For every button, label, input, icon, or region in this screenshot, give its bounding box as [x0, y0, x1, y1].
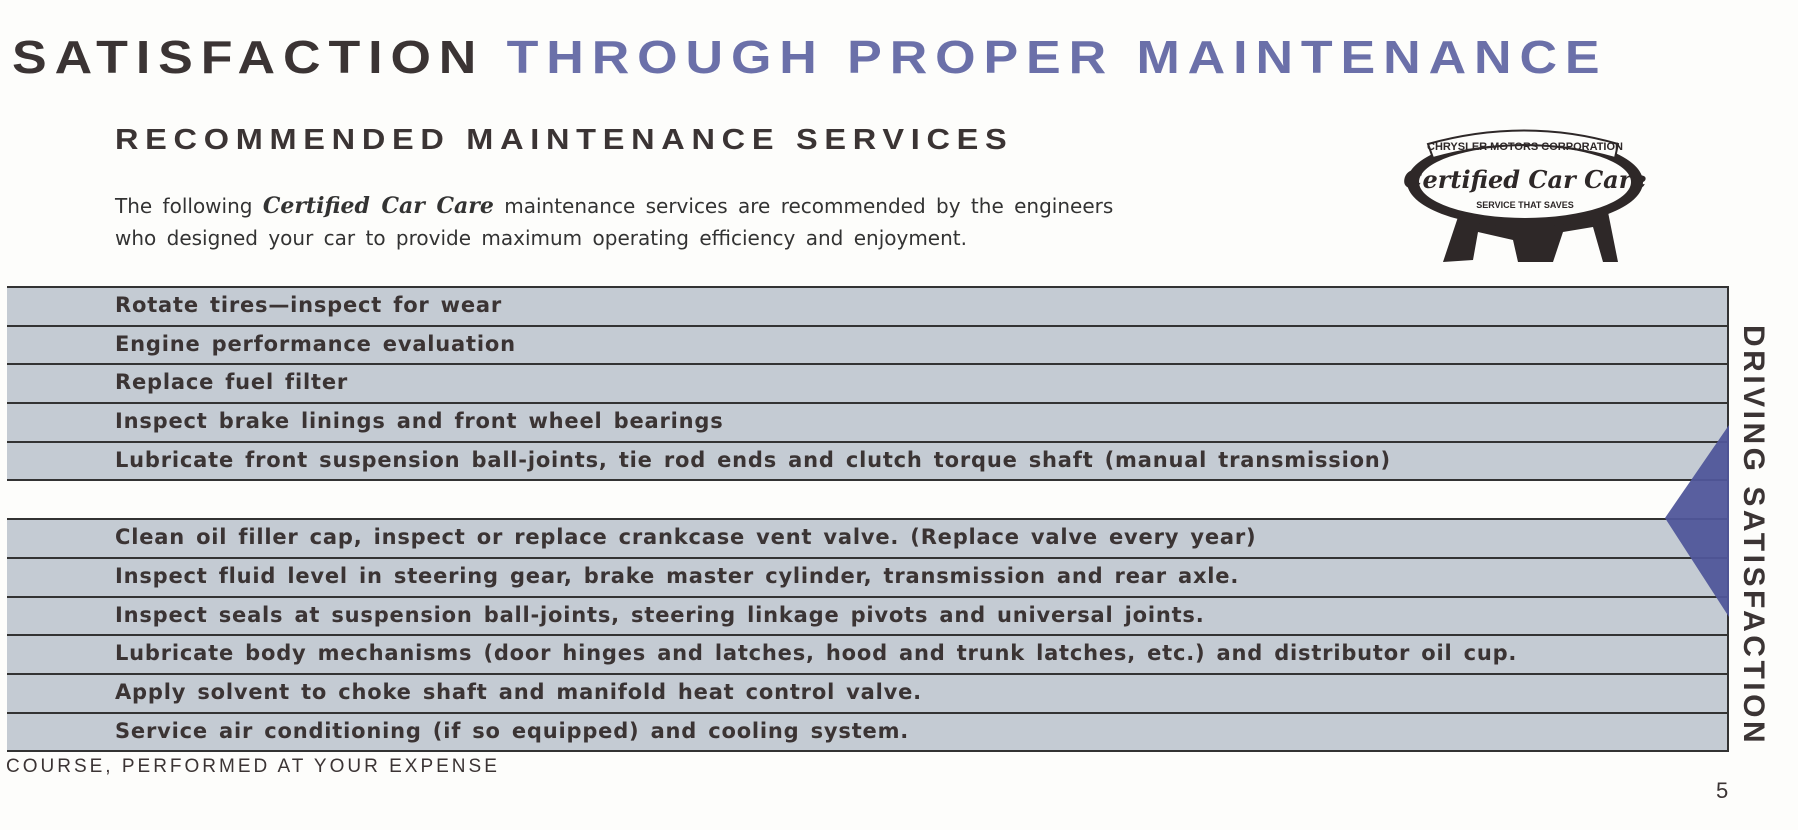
service-text: Engine performance evaluation [115, 331, 516, 356]
service-text: Rotate tires—inspect for wear [115, 293, 503, 317]
title-blue-part: THROUGH PROPER MAINTENANCE [506, 31, 1608, 83]
service-text: Clean oil filler cap, inspect or replace… [115, 525, 1257, 550]
certified-car-care-logo: CHRYSLER MOTORS CORPORATION Certified Ca… [1403, 129, 1647, 262]
page-number: 5 [1716, 778, 1729, 803]
logo-script-text: Certified Car Care [1403, 165, 1646, 194]
service-text: Inspect brake linings and front wheel be… [115, 409, 724, 434]
intro-paragraph: The following Certified Car Care mainten… [115, 190, 1113, 254]
service-row: Lubricate body mechanisms (door hinges a… [7, 634, 1727, 673]
maintenance-services-list: Rotate tires—inspect for wear Engine perf… [7, 286, 1729, 753]
service-row: Rotate tires—inspect for wear [7, 286, 1727, 325]
service-text: Lubricate body mechanisms (door hinges a… [115, 641, 1518, 666]
service-row: Clean oil filler cap, inspect or replace… [7, 518, 1727, 557]
footer-text: COURSE, PERFORMED AT YOUR EXPENSE [6, 756, 500, 777]
service-row: Replace fuel filter [7, 363, 1727, 403]
service-row: Lubricate front suspension ball-joints, … [7, 440, 1727, 480]
service-text: Replace fuel filter [115, 370, 349, 395]
service-text: Apply solvent to choke shaft and manifol… [115, 679, 922, 704]
service-row: Service air conditioning (if so equipped… [7, 711, 1727, 753]
service-text: Lubricate front suspension ball-joints, … [115, 447, 1391, 472]
logo-top-text: CHRYSLER MOTORS CORPORATION [1427, 141, 1623, 153]
intro-line-2: who designed your car to provide maximum… [115, 226, 967, 250]
service-row: Inspect seals at suspension ball-joints,… [7, 595, 1727, 635]
service-row: Inspect fluid level in steering gear, br… [7, 556, 1727, 596]
service-text: Inspect fluid level in steering gear, br… [115, 563, 1240, 588]
service-text: Inspect seals at suspension ball-joints,… [115, 602, 1205, 627]
side-tab-label: DRIVING SATISFACTION [1737, 325, 1770, 747]
page-title: SATISFACTION THROUGH PROPER MAINTENANCE [12, 30, 1608, 84]
title-dark-part: SATISFACTION [12, 31, 485, 83]
service-text: Service air conditioning (if so equipped… [115, 718, 910, 743]
certified-car-care-script: Certified Car Care [262, 193, 494, 219]
service-row: Inspect brake linings and front wheel be… [7, 402, 1727, 441]
service-row: Apply solvent to choke shaft and manifol… [7, 672, 1727, 712]
blank-row [7, 479, 1727, 519]
service-row: Engine performance evaluation [7, 324, 1727, 364]
section-heading: RECOMMENDED MAINTENANCE SERVICES [115, 124, 1014, 156]
intro-line-1: The following Certified Car Care mainten… [115, 190, 1113, 222]
intro-text: maintenance services are recommended by … [493, 194, 1114, 218]
logo-bottom-text: SERVICE THAT SAVES [1476, 200, 1574, 210]
intro-text: The following [115, 194, 263, 218]
side-tab-triangle [1665, 425, 1729, 617]
